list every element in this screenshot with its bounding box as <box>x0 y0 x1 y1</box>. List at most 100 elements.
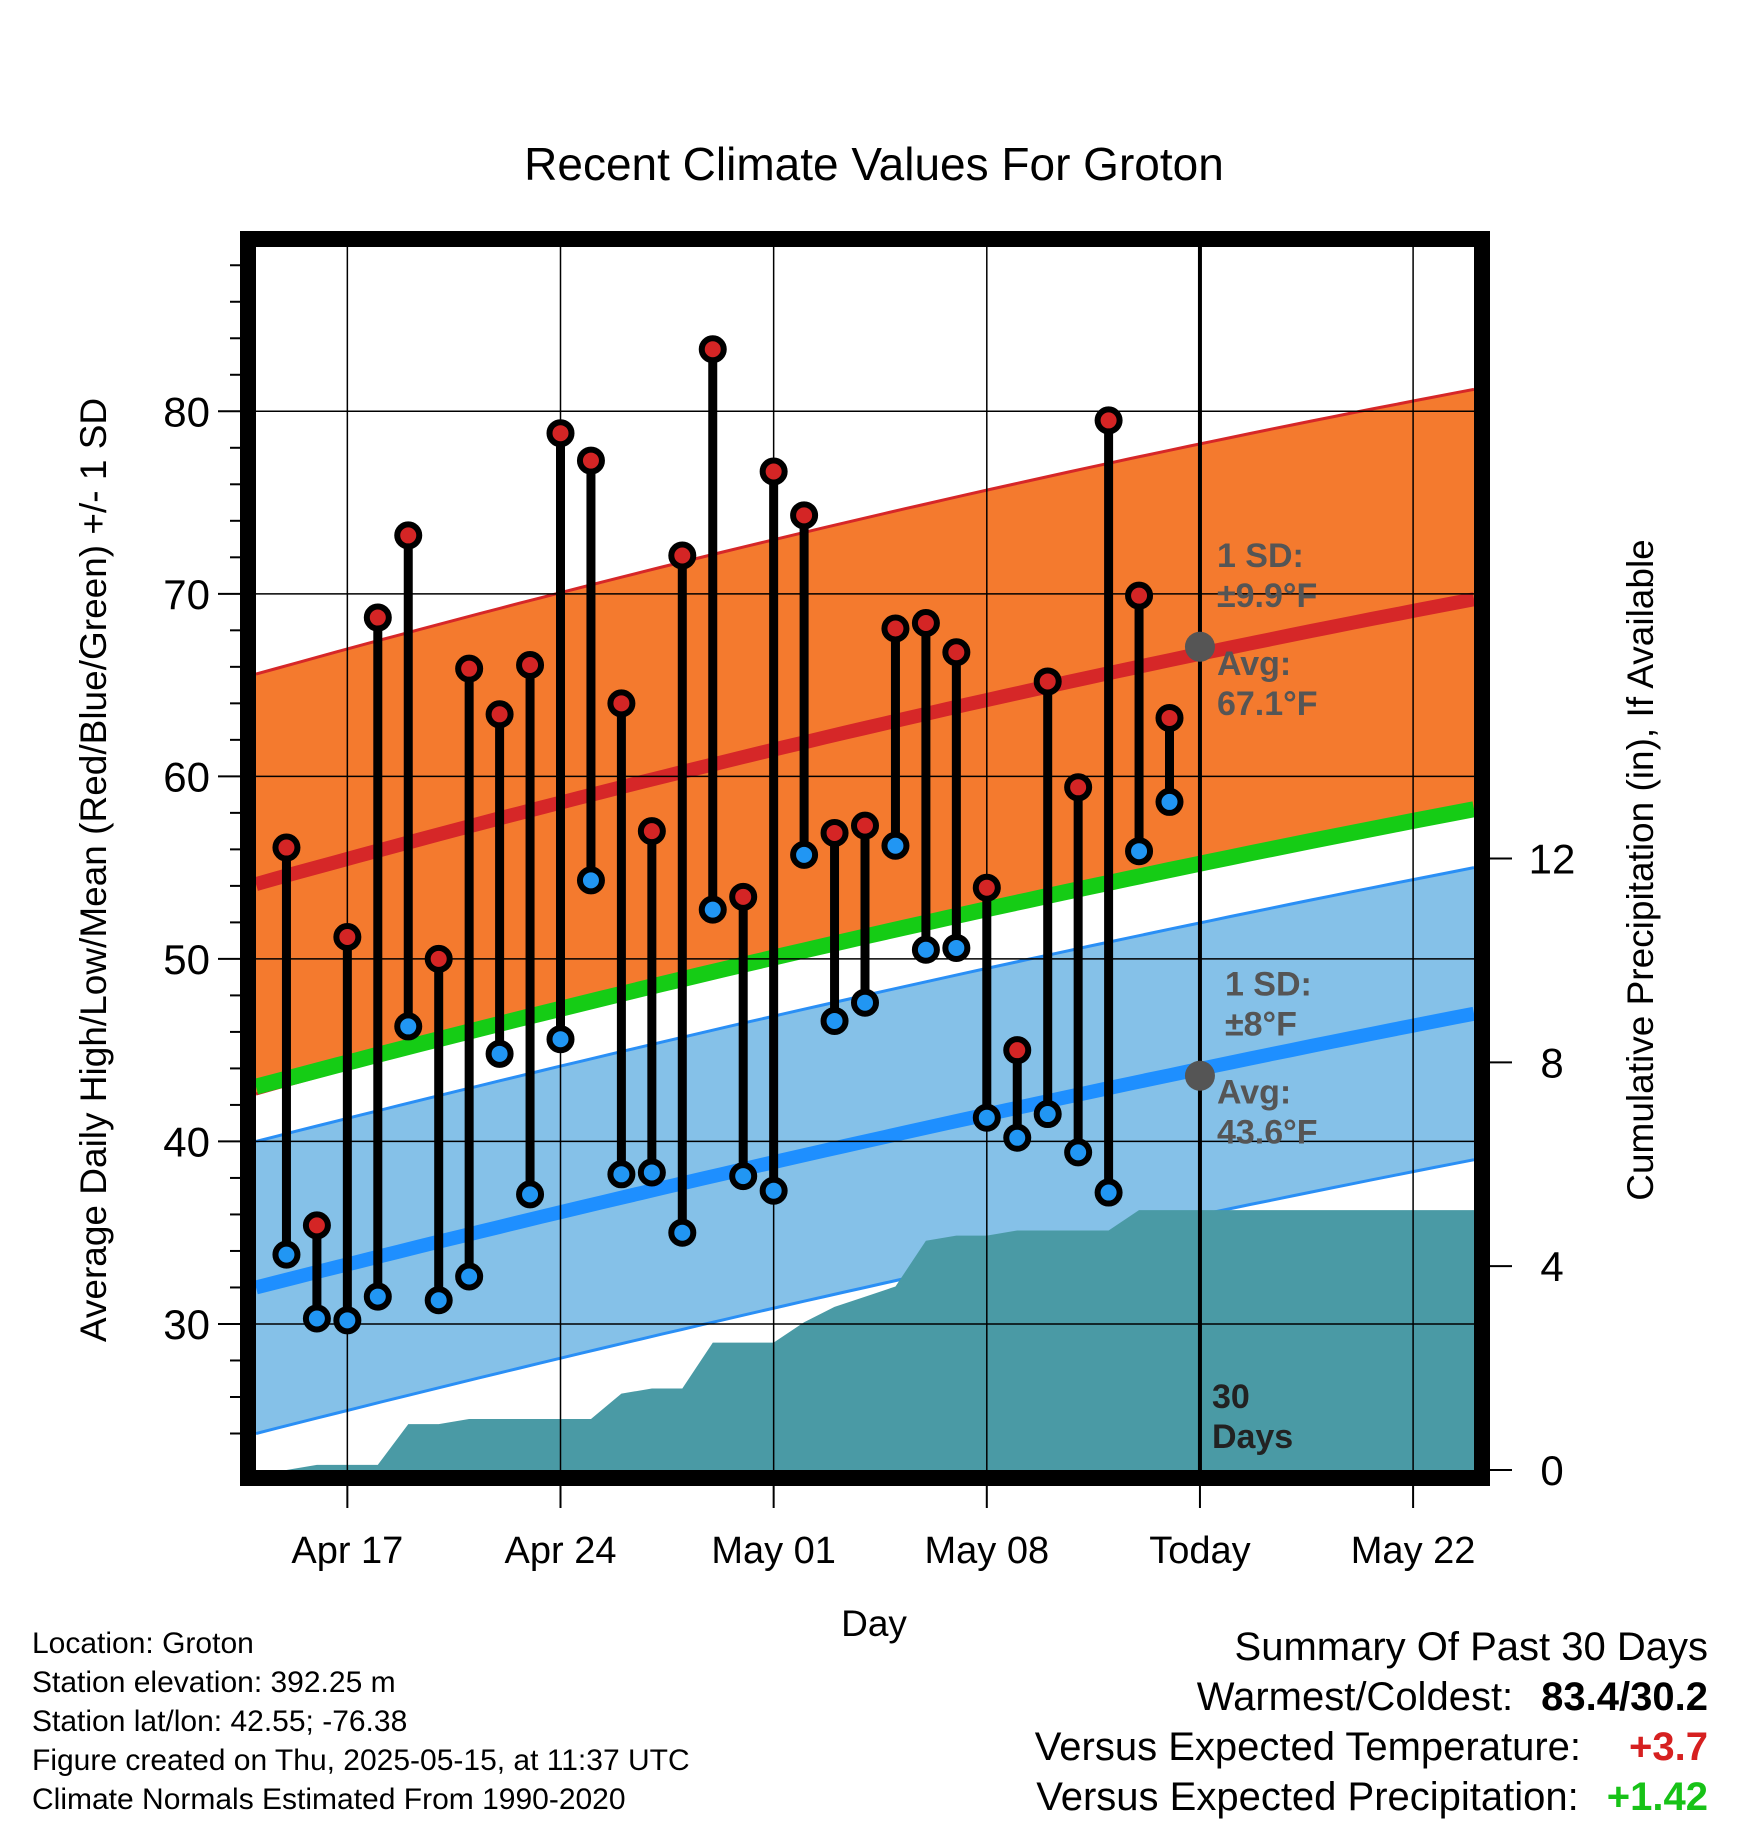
low-temp-point <box>607 1160 636 1189</box>
high-temp-point <box>1125 581 1154 610</box>
high-temp-point <box>881 614 910 643</box>
low-temp-point <box>302 1304 331 1333</box>
high-temp-point <box>394 521 423 550</box>
x-axis: Apr 17 Apr 24 May 01 May 08 Today May 22 <box>291 1486 1475 1572</box>
y-tick-label: 70 <box>163 571 210 618</box>
low-temp-point <box>1125 837 1154 866</box>
precipitation-area <box>256 1210 1474 1470</box>
low-avg-label: Avg: <box>1217 1074 1291 1112</box>
x-axis-label: Day <box>841 1603 907 1644</box>
high-temp-point <box>911 609 940 638</box>
station-metadata: Location: Groton Station elevation: 392.… <box>32 1624 690 1819</box>
high-temp-point <box>1033 667 1062 696</box>
x-tick-label: May 01 <box>711 1530 836 1572</box>
x-tick-label: Apr 17 <box>291 1530 403 1572</box>
low-sd-value: ±8°F <box>1225 1006 1297 1044</box>
low-temp-point <box>972 1103 1001 1132</box>
high-temp-point <box>485 700 514 729</box>
low-temp-point <box>485 1039 514 1068</box>
y2-tick-label: 12 <box>1529 836 1576 883</box>
high-temp-point <box>698 335 727 364</box>
low-temp-point <box>363 1282 392 1311</box>
low-temp-point <box>516 1180 545 1209</box>
y-axis-label: Average Daily High/Low/Mean (Red/Blue/Gr… <box>73 398 114 1342</box>
high-temp-point <box>729 882 758 911</box>
x-tick-label: Apr 24 <box>505 1530 617 1572</box>
high-temp-point <box>424 944 453 973</box>
low-temp-point <box>911 935 940 964</box>
high-temp-point <box>1094 406 1123 435</box>
low-temp-point <box>942 933 971 962</box>
high-temp-point <box>546 419 575 448</box>
low-temp-point <box>546 1025 575 1054</box>
low-temp-point <box>820 1006 849 1035</box>
high-sd-label: 1 SD: <box>1217 537 1304 575</box>
summary-title: Summary Of Past 30 Days <box>1234 1625 1708 1669</box>
y2-tick-label: 8 <box>1540 1039 1563 1086</box>
high-temp-point <box>637 817 666 846</box>
high-temp-point <box>1003 1036 1032 1065</box>
low-sd-label: 1 SD: <box>1225 966 1312 1004</box>
y2-axis-label: Cumulative Precipitation (in), If Availa… <box>1620 539 1661 1201</box>
temp-anomaly-value: +3.7 <box>1629 1725 1708 1769</box>
high-temp-point <box>1155 703 1184 732</box>
low-temp-point <box>881 831 910 860</box>
high-temp-point <box>1064 773 1093 802</box>
high-temp-point <box>576 446 605 475</box>
latlon-text: Station lat/lon: 42.55; -76.38 <box>32 1705 408 1738</box>
low-temp-point <box>790 840 819 869</box>
high-temp-point <box>820 818 849 847</box>
high-temp-point <box>972 873 1001 902</box>
warm-cold-label: Warmest/Coldest: <box>1196 1675 1514 1719</box>
low-temp-point <box>424 1286 453 1315</box>
chart-title: Recent Climate Values For Groton <box>524 138 1224 190</box>
normals-text: Climate Normals Estimated From 1990-2020 <box>32 1783 626 1816</box>
period-label-unit: Days <box>1212 1418 1293 1456</box>
low-temp-point <box>637 1158 666 1187</box>
high-avg-value: 67.1°F <box>1217 685 1318 723</box>
precip-anomaly-row: Versus Expected Precipitation: +1.42 <box>1035 1772 1708 1822</box>
daily-observations <box>272 335 1184 1335</box>
low-temp-point <box>1033 1100 1062 1129</box>
y-tick-label: 40 <box>163 1118 210 1165</box>
high-temp-point <box>363 603 392 632</box>
high-temp-point <box>455 654 484 683</box>
high-avg-marker <box>1184 631 1215 662</box>
y-tick-label: 80 <box>163 388 210 435</box>
precip-anomaly-value: +1.42 <box>1606 1775 1708 1819</box>
x-tick-label: May 08 <box>924 1530 1049 1572</box>
low-band-lower-edge <box>256 1158 1474 1435</box>
high-avg-label: Avg: <box>1217 645 1291 683</box>
low-temp-point <box>272 1240 301 1269</box>
high-band-upper-edge <box>256 387 1474 676</box>
low-temp-point <box>698 895 727 924</box>
low-temp-point <box>1003 1123 1032 1152</box>
y-tick-label: 50 <box>163 936 210 983</box>
low-temp-point <box>851 988 879 1017</box>
high-temp-point <box>851 811 879 840</box>
high-temp-point <box>942 638 971 667</box>
x-tick-label: Today <box>1149 1530 1250 1572</box>
low-temp-point <box>394 1012 423 1041</box>
y-axis: 30 40 50 60 70 80 <box>163 264 240 1435</box>
precip-anomaly-label: Versus Expected Precipitation: <box>1036 1775 1579 1819</box>
low-temp-point <box>1155 787 1184 816</box>
elevation-text: Station elevation: 392.25 m <box>32 1666 396 1699</box>
low-temp-point <box>455 1262 484 1291</box>
temp-anomaly-label: Versus Expected Temperature: <box>1034 1725 1582 1769</box>
y-tick-label: 30 <box>163 1301 210 1348</box>
high-temp-point <box>607 689 636 718</box>
plot-frame <box>240 231 1490 1486</box>
y2-axis: 0 4 8 12 <box>1490 836 1576 1494</box>
x-tick-label: May 22 <box>1351 1530 1476 1572</box>
low-temp-point <box>576 866 605 895</box>
low-avg-value: 43.6°F <box>1217 1114 1318 1152</box>
low-temp-point <box>1094 1178 1123 1207</box>
summary-panel: Summary Of Past 30 Days Warmest/Coldest:… <box>1035 1622 1708 1822</box>
low-avg-marker <box>1184 1060 1215 1091</box>
period-label-number: 30 <box>1212 1378 1250 1416</box>
high-temp-point <box>272 833 301 862</box>
low-temp-point <box>1064 1138 1093 1167</box>
